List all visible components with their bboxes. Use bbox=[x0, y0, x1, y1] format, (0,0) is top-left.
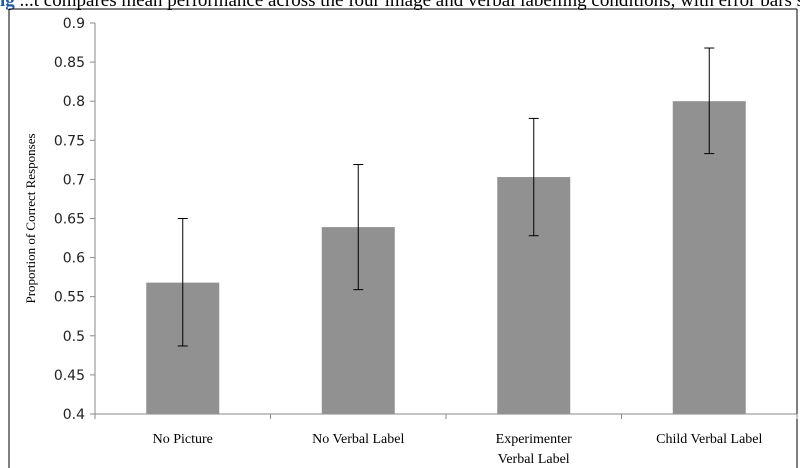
error-bars bbox=[177, 47, 715, 347]
x-category-label: Child Verbal Label bbox=[656, 432, 762, 447]
caption-label: ig bbox=[0, 0, 15, 11]
x-axis-category-labels: No Picture No Verbal Label Experimenter Ver… bbox=[153, 432, 763, 467]
chart-frame-lines bbox=[8, 8, 798, 468]
y-axis-ticks: 0.4 0.45 0.5 0.55 0.6 0.65 0.7 0.75 0.8 0.85 0.9 bbox=[54, 16, 95, 423]
y-tick-label: 0.7 bbox=[63, 172, 85, 188]
y-tick-label: 0.55 bbox=[54, 290, 85, 306]
x-category-label: No Picture bbox=[153, 432, 213, 447]
y-tick-label: 0.85 bbox=[54, 55, 85, 71]
y-tick-label: 0.65 bbox=[54, 212, 85, 228]
y-tick-label: 0.45 bbox=[54, 368, 85, 384]
y-tick-label: 0.5 bbox=[63, 329, 85, 345]
bars bbox=[146, 101, 746, 414]
y-tick-label: 0.6 bbox=[63, 251, 85, 267]
x-category-label: No Verbal Label bbox=[312, 432, 404, 447]
figure-caption-fragment: ig ...t compares mean performance across… bbox=[0, 0, 800, 11]
y-tick-label: 0.4 bbox=[63, 407, 85, 423]
y-tick-label: 0.75 bbox=[54, 133, 85, 149]
y-axis-title: Proportion of Correct Responses bbox=[23, 133, 38, 303]
x-category-label: Experimenter Verbal Label bbox=[496, 432, 573, 467]
caption-text: ...t compares mean performance across th… bbox=[19, 0, 800, 11]
y-tick-label: 0.8 bbox=[63, 94, 85, 110]
y-tick-label: 0.9 bbox=[63, 16, 85, 32]
